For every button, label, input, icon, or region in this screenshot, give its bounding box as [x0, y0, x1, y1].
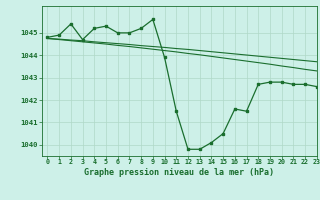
X-axis label: Graphe pression niveau de la mer (hPa): Graphe pression niveau de la mer (hPa) — [84, 168, 274, 177]
